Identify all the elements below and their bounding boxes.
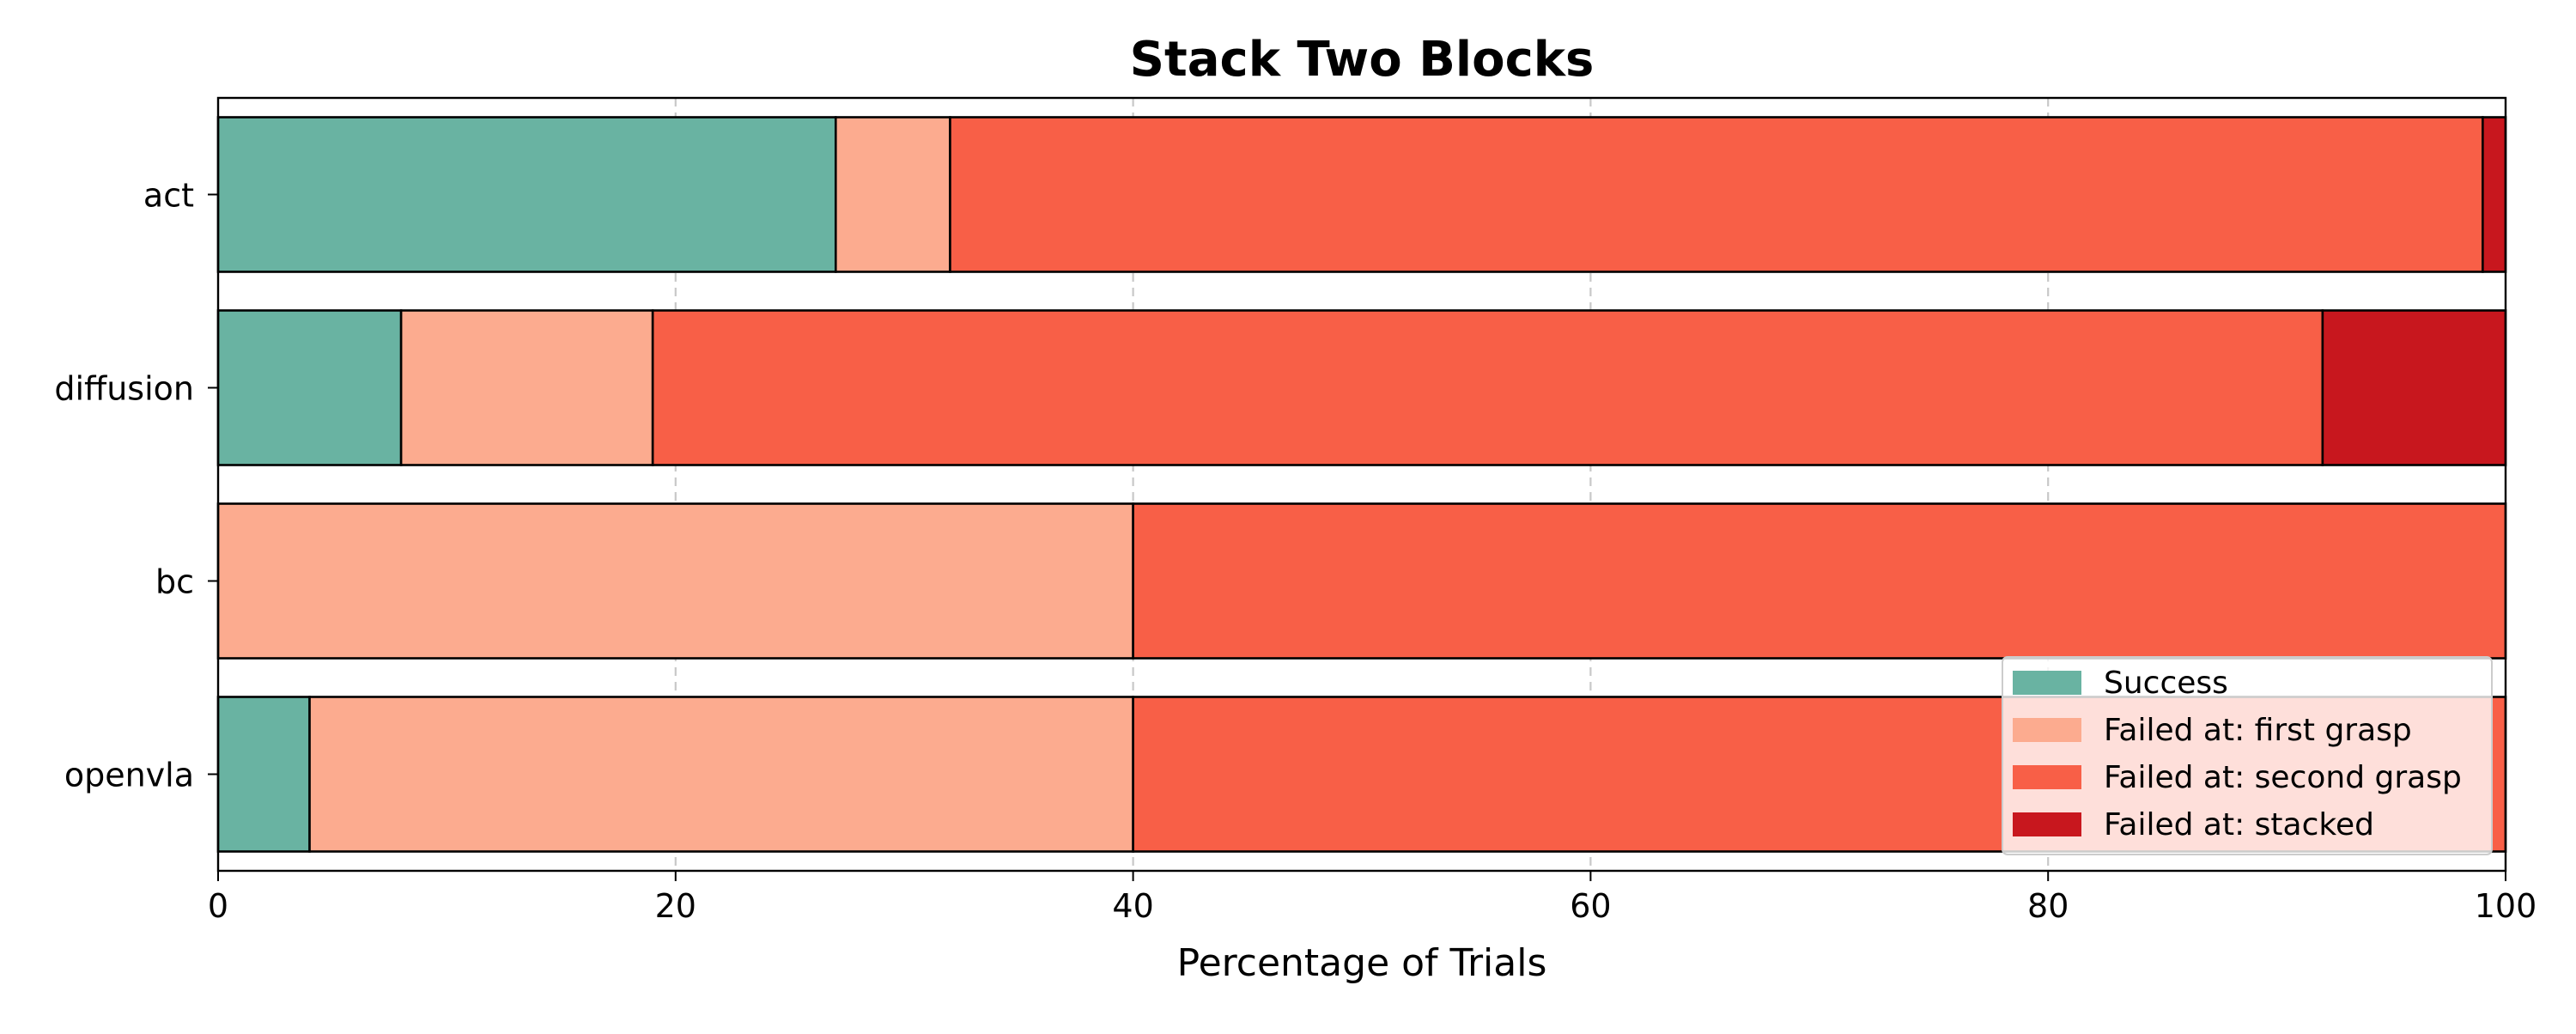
legend-box (2002, 656, 2493, 855)
bar-segment (2482, 116, 2507, 273)
bar-segment (216, 116, 837, 273)
axis-layer: act diffusion bc openvla 0 20 40 60 80 100 (54, 177, 2537, 926)
plot-frame (216, 96, 2507, 873)
bar-segment (2321, 309, 2507, 466)
chart-title: Stack Two Blocks (1130, 32, 1595, 88)
x-tick-label: 0 (208, 887, 228, 925)
x-axis-label: Percentage of Trials (1177, 941, 1547, 985)
y-tick-label: openvla (64, 757, 194, 794)
legend-label: Failed at: stacked (2104, 807, 2374, 842)
legend-swatch (2013, 812, 2081, 836)
bar-segment (949, 116, 2484, 273)
y-tick-label: bc (155, 563, 194, 601)
legend: Success Failed at: first grasp Failed at: … (2002, 656, 2493, 855)
legend-swatch (2013, 765, 2081, 789)
bar-segment (216, 696, 311, 853)
bar-segment (216, 309, 403, 466)
bar-segment (216, 502, 1134, 660)
x-tick-label: 40 (1112, 887, 1153, 925)
y-tick-label: act (143, 177, 194, 215)
legend-swatch (2013, 671, 2081, 695)
y-tick-label: diffusion (54, 370, 194, 408)
x-tick-label: 80 (2027, 887, 2069, 925)
bar-layer (216, 116, 2507, 853)
bar-segment (651, 309, 2324, 466)
legend-label: Success (2104, 666, 2228, 701)
x-tick-label: 100 (2475, 887, 2537, 925)
bar-segment (399, 309, 654, 466)
legend-swatch (2013, 718, 2081, 742)
x-tick-label: 20 (655, 887, 696, 925)
bar-segment (1132, 502, 2507, 660)
x-tick-label: 60 (1570, 887, 1611, 925)
legend-label: Failed at: second grasp (2104, 760, 2462, 795)
bar-segment (834, 116, 951, 273)
bar-segment (308, 696, 1134, 853)
legend-label: Failed at: first grasp (2104, 713, 2412, 748)
